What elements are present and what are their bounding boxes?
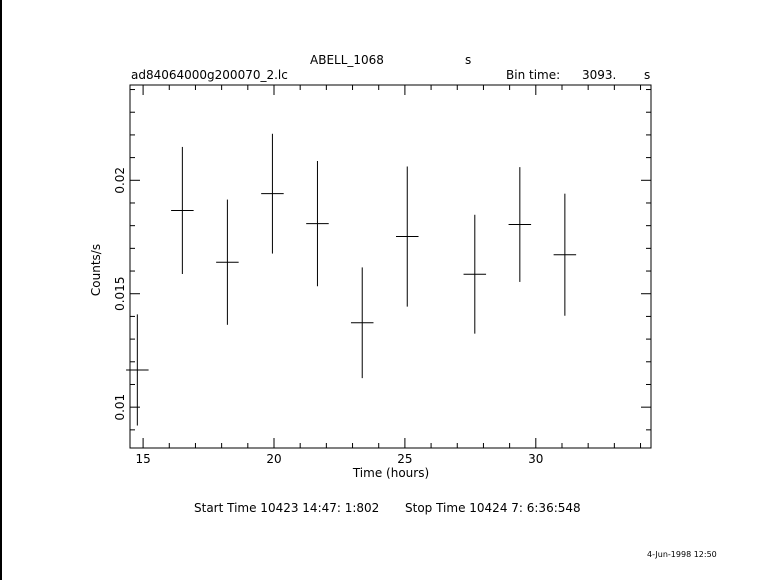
x-tick-label: 15 [135, 452, 150, 466]
data-point [463, 214, 487, 334]
x-tick-label: 25 [397, 452, 412, 466]
x-tick-label: 30 [528, 452, 543, 466]
axis-ticks [130, 85, 651, 448]
data-point [508, 167, 532, 282]
data-point [261, 133, 284, 254]
data-point [350, 267, 374, 379]
chart-title: ABELL_1068 [310, 53, 384, 67]
bin-time-label: Bin time: [506, 68, 560, 82]
file-name: ad84064000g200070_2.lc [131, 68, 288, 82]
data-point [395, 166, 419, 307]
y-tick-labels: 0.01 0.015 0.02 [113, 167, 127, 421]
bin-time-value: 3093. [582, 68, 616, 82]
window-border [0, 0, 2, 580]
bin-time-unit: s [644, 68, 650, 82]
data-point [126, 314, 149, 426]
start-time: Start Time 10423 14:47: 1:802 [194, 501, 379, 515]
data-point [553, 193, 577, 316]
y-axis-label: Counts/s [89, 244, 103, 296]
stop-time: Stop Time 10424 7: 6:36:548 [405, 501, 581, 515]
y-tick-label: 0.02 [113, 167, 127, 194]
plot-frame [129, 84, 652, 449]
y-tick-label: 0.01 [113, 394, 127, 421]
data-point [306, 161, 329, 287]
y-tick-label: 0.015 [113, 277, 127, 311]
x-tick-label: 20 [266, 452, 281, 466]
x-tick-labels: 15 20 25 30 [135, 452, 543, 466]
data-point [171, 146, 194, 274]
data-points [126, 133, 577, 426]
data-point [216, 199, 239, 325]
title-suffix: s [465, 53, 471, 67]
x-axis-label: Time (hours) [352, 466, 429, 480]
timestamp: 4-Jun-1998 12:50 [647, 550, 717, 559]
